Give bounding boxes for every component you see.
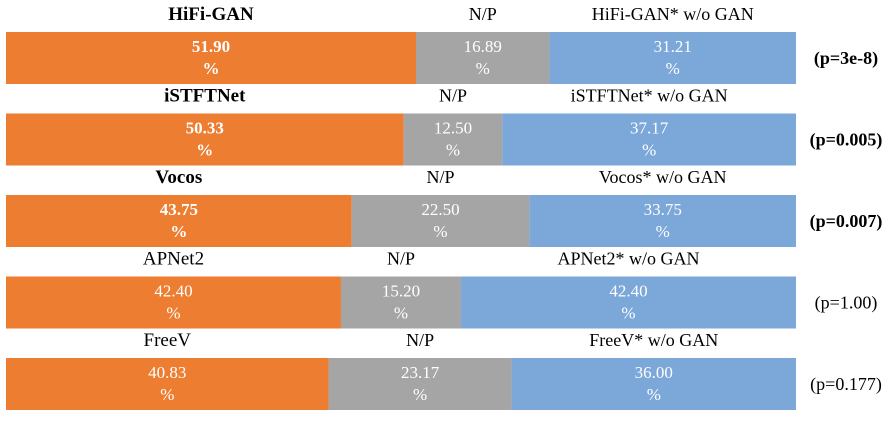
neutral-label-1: N/P	[469, 4, 497, 24]
bar-segment-neutral-3	[351, 195, 530, 247]
ablation-label-4: APNet2* w/o GAN	[558, 249, 700, 269]
system-label-5: FreeV	[144, 330, 192, 351]
neutral-label-2: N/P	[439, 86, 467, 106]
value-label-neutral-1: 16.89	[464, 37, 502, 56]
ablation-label-2: iSTFTNet* w/o GAN	[571, 86, 728, 106]
bar-segment-neutral-2	[403, 113, 503, 166]
percent-label-left-3: %	[170, 222, 187, 241]
bar-segment-right-3	[529, 195, 796, 247]
value-label-left-1: 51.90	[192, 37, 230, 56]
percent-label-neutral-3: %	[433, 222, 447, 241]
bar-segment-right-4	[461, 276, 796, 329]
value-label-left-5: 40.83	[148, 363, 186, 382]
neutral-label-5: N/P	[406, 330, 434, 350]
value-label-neutral-2: 12.50	[434, 119, 472, 138]
value-label-right-4: 42.40	[609, 282, 647, 301]
value-label-neutral-3: 22.50	[421, 200, 459, 219]
ablation-label-5: FreeV* w/o GAN	[589, 330, 718, 350]
system-label-1: HiFi-GAN	[168, 4, 254, 25]
percent-label-left-5: %	[160, 385, 174, 404]
bar-segment-left-1	[6, 32, 417, 84]
bar-segment-left-3	[6, 195, 352, 247]
ablation-label-3: Vocos* w/o GAN	[599, 167, 727, 187]
value-label-neutral-5: 23.17	[401, 363, 440, 382]
bar-segment-neutral-4	[340, 276, 462, 329]
system-label-4: APNet2	[143, 249, 204, 270]
percent-label-neutral-4: %	[394, 304, 408, 323]
value-label-right-5: 36.00	[635, 363, 673, 382]
value-label-neutral-4: 15.20	[382, 282, 420, 301]
bar-segment-right-1	[549, 32, 796, 84]
p-value-1: (p=3e-8)	[814, 48, 878, 69]
bar-segment-left-2	[6, 113, 404, 166]
percent-label-neutral-2: %	[446, 141, 460, 160]
percent-label-right-5: %	[647, 385, 661, 404]
value-label-left-3: 43.75	[160, 200, 198, 219]
bar-segment-neutral-1	[416, 32, 550, 84]
p-value-3: (p=0.007)	[810, 211, 883, 232]
percent-label-right-1: %	[666, 59, 680, 78]
p-value-4: (p=1.00)	[815, 293, 878, 314]
value-label-right-3: 33.75	[644, 200, 682, 219]
percent-label-left-1: %	[203, 59, 220, 78]
percent-label-right-4: %	[621, 304, 635, 323]
bar-segment-left-5	[6, 358, 329, 410]
value-label-left-2: 50.33	[186, 119, 224, 138]
neutral-label-4: N/P	[387, 249, 415, 269]
value-label-right-2: 37.17	[630, 119, 669, 138]
value-label-right-1: 31.21	[654, 37, 692, 56]
value-label-left-4: 42.40	[154, 282, 192, 301]
system-label-2: iSTFTNet	[164, 86, 246, 107]
bar-segment-right-2	[502, 113, 796, 166]
percent-label-neutral-1: %	[476, 59, 490, 78]
percent-label-left-2: %	[196, 141, 213, 160]
percent-label-right-2: %	[642, 141, 656, 160]
bar-segment-neutral-5	[328, 358, 512, 410]
system-label-3: Vocos	[155, 167, 202, 188]
p-value-2: (p=0.005)	[810, 130, 883, 151]
p-value-5: (p=0.177)	[810, 374, 882, 395]
bar-segment-right-5	[511, 358, 796, 410]
percent-label-right-3: %	[656, 222, 670, 241]
bar-segment-left-4	[6, 276, 341, 329]
ablation-label-1: HiFi-GAN* w/o GAN	[592, 4, 754, 24]
neutral-label-3: N/P	[426, 167, 454, 187]
percent-label-left-4: %	[166, 304, 180, 323]
percent-label-neutral-5: %	[413, 385, 427, 404]
